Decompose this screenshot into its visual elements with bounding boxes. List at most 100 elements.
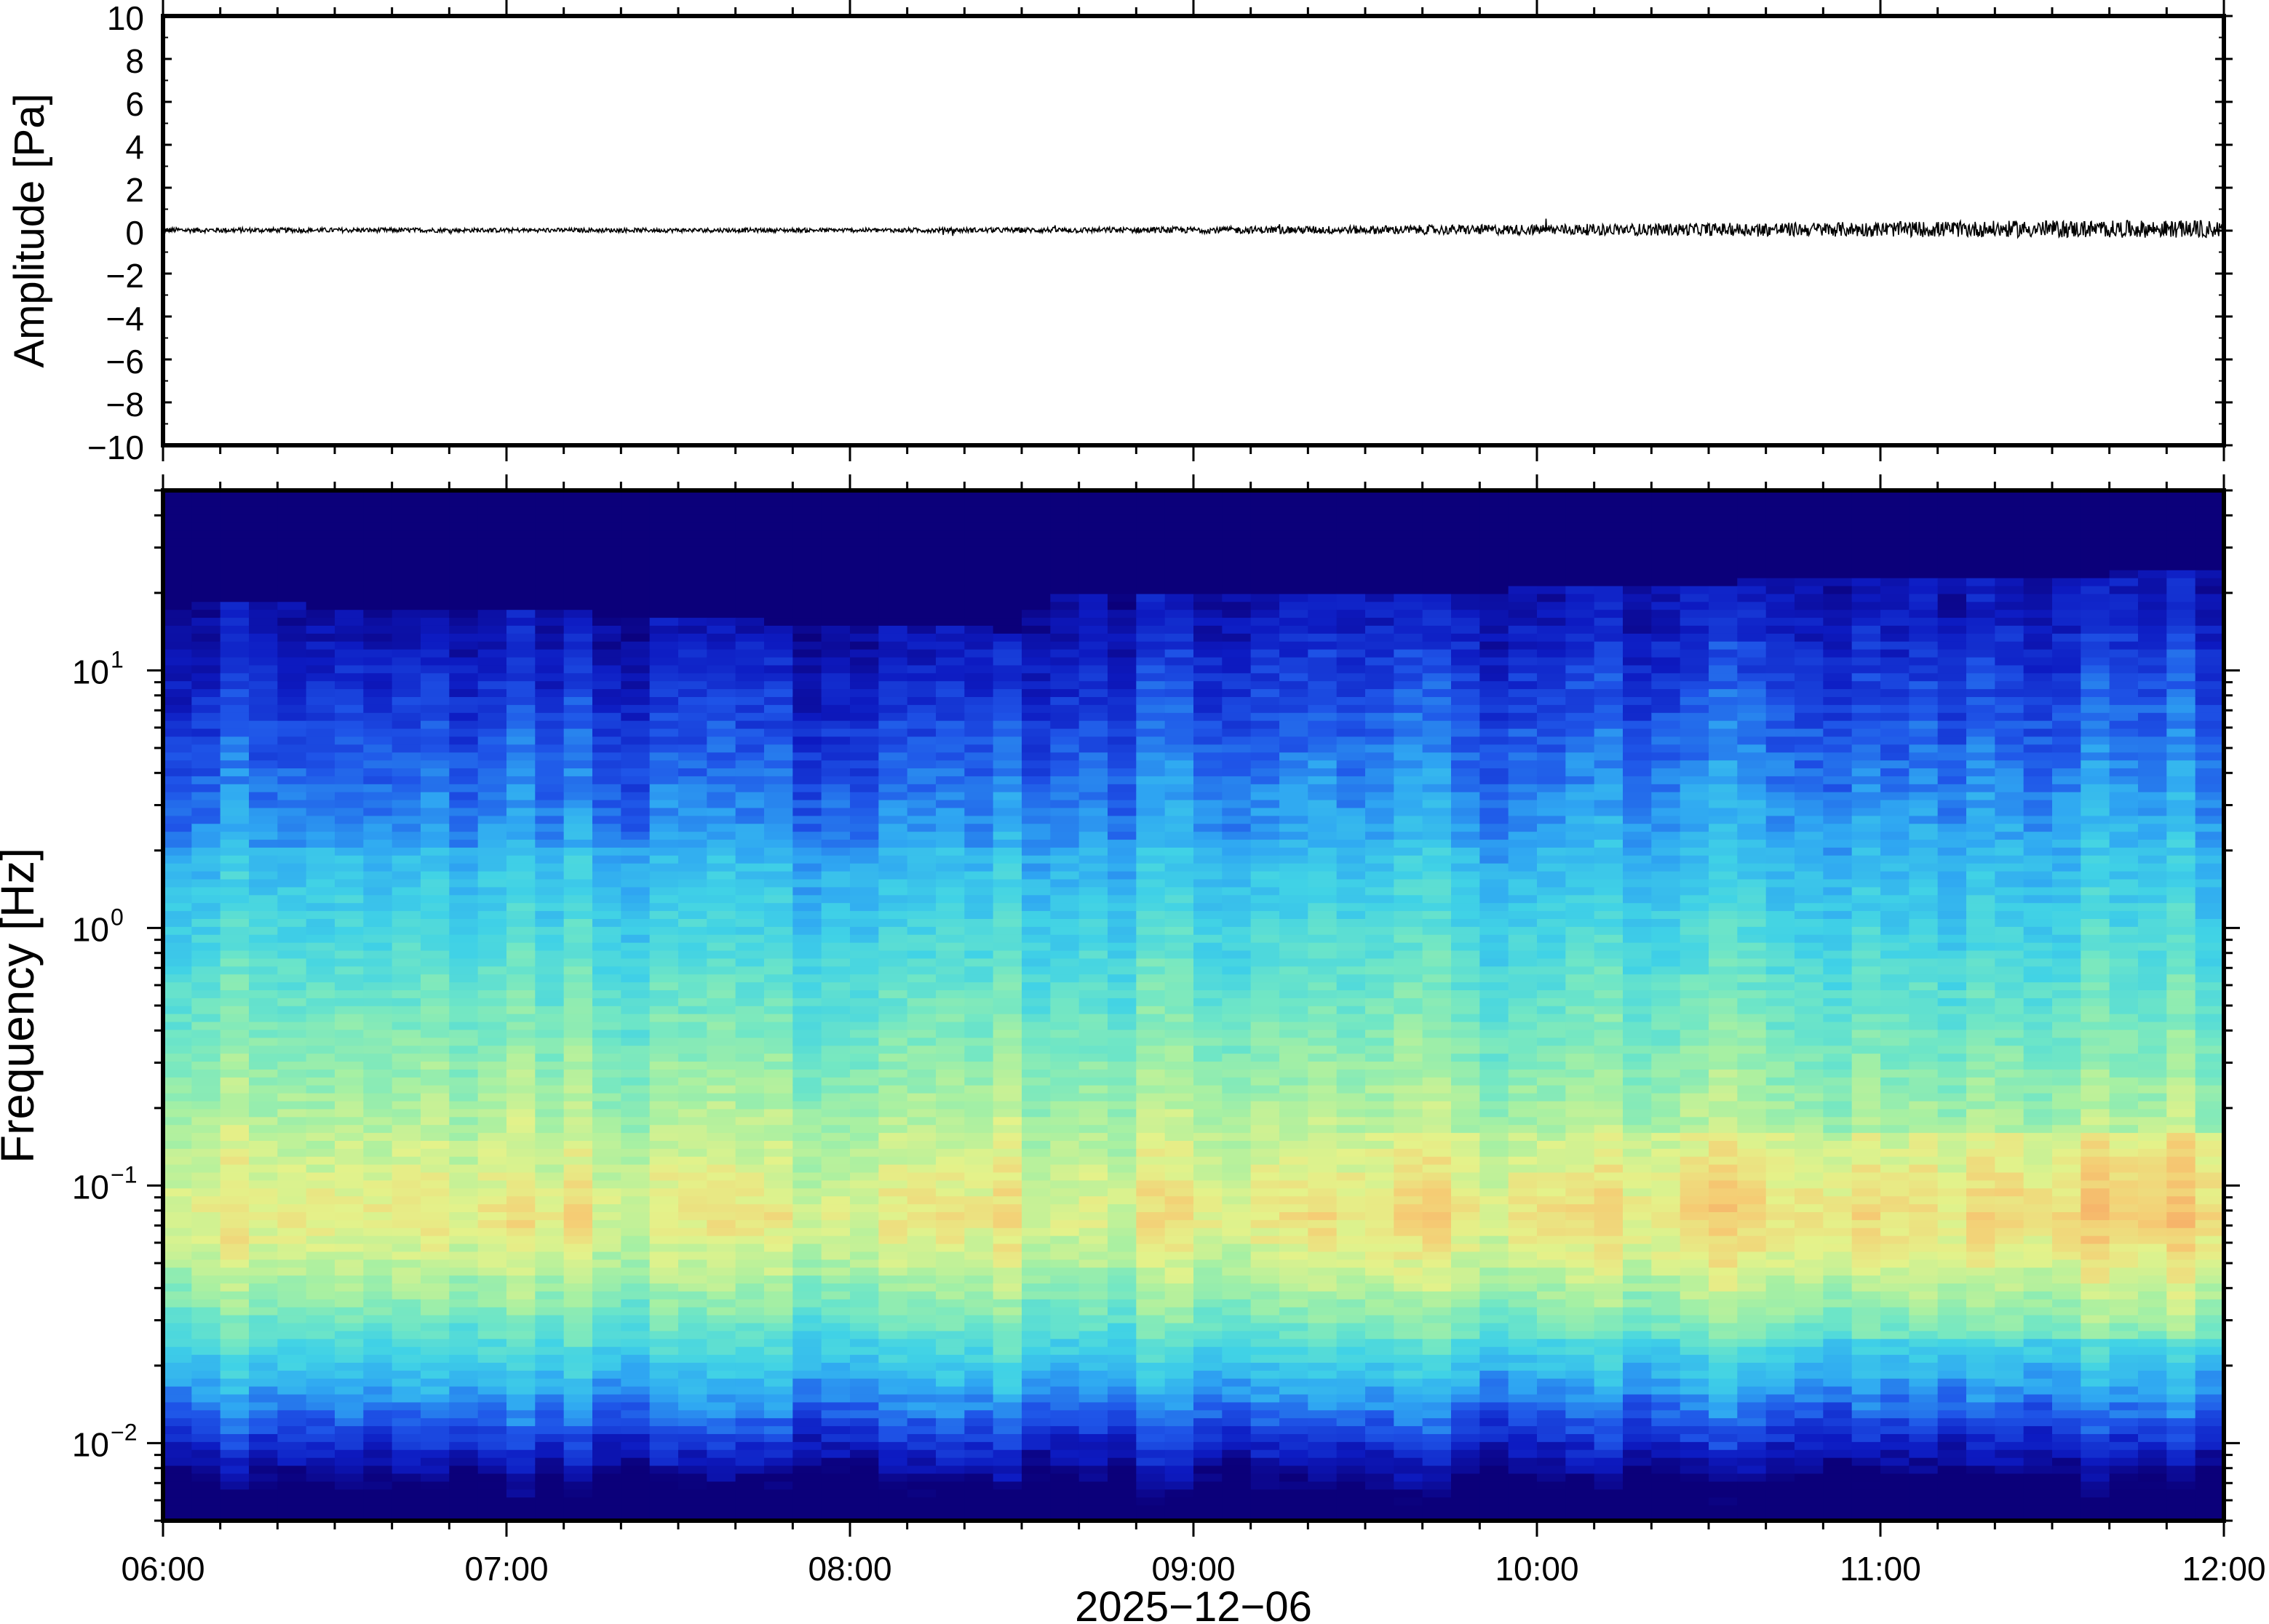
spectrogram-cell	[1022, 1211, 1052, 1220]
spectrogram-cell	[964, 617, 994, 626]
spectrogram-cell	[191, 1354, 221, 1363]
spectrogram-cell	[1078, 847, 1108, 856]
spectrogram-cell	[335, 799, 365, 808]
spectrogram-cell	[477, 1195, 507, 1205]
spectrogram-cell	[1078, 1385, 1108, 1395]
spectrogram-cell	[907, 625, 937, 634]
spectrogram-cell	[249, 1037, 279, 1046]
spectrogram-cell	[764, 1425, 794, 1434]
spectrogram-cell	[421, 918, 450, 927]
spectrogram-cell	[477, 1187, 507, 1197]
spectrogram-cell	[936, 768, 966, 776]
spectrogram-cell	[678, 712, 708, 721]
spectrogram-cell	[421, 538, 450, 547]
spectrogram-cell	[1022, 1346, 1052, 1356]
spectrogram-cell	[1022, 847, 1052, 856]
spectrogram-cell	[907, 1362, 937, 1371]
spectrogram-cell	[163, 1299, 193, 1307]
spectrogram-cell	[850, 1006, 880, 1014]
spectrogram-cell	[249, 1140, 279, 1149]
spectrogram-cell	[1108, 1171, 1137, 1181]
spectrogram-cell	[392, 1029, 421, 1038]
spectrogram-cell	[707, 966, 736, 975]
spectrogram-cell	[1108, 1449, 1137, 1458]
spectrogram-cell	[1078, 1195, 1108, 1205]
spectrogram-cell	[878, 562, 908, 570]
spectrogram-cell	[163, 823, 193, 832]
spectrogram-cell	[1050, 847, 1080, 856]
spectrogram-cell	[421, 855, 450, 864]
spectrogram-cell	[249, 744, 279, 753]
spectrogram-cell	[249, 1267, 279, 1276]
spectrogram-cell	[1136, 1259, 1166, 1268]
spectrogram-cell	[535, 760, 565, 769]
spectrogram-cell	[535, 1473, 565, 1482]
spectrogram-cell	[907, 831, 937, 840]
spectrogram-cell	[421, 720, 450, 729]
spectrogram-cell	[363, 601, 393, 610]
spectrogram-cell	[735, 1251, 765, 1260]
spectrogram-cell	[563, 1227, 593, 1236]
spectrogram-cell	[764, 1037, 794, 1046]
spectrogram-cell	[678, 522, 708, 531]
spectrogram-cell	[535, 1433, 565, 1442]
spectrogram-cell	[191, 617, 221, 626]
spectrogram-cell	[392, 1045, 421, 1054]
spectrogram-cell	[191, 1235, 221, 1244]
spectrogram-cell	[220, 1314, 250, 1324]
spectrogram-cell	[306, 982, 335, 991]
spectrogram-cell	[1108, 585, 1137, 594]
spectrogram-cell	[363, 1013, 393, 1022]
spectrogram-cell	[477, 990, 507, 998]
spectrogram-cell	[678, 562, 708, 570]
spectrogram-cell	[306, 1092, 335, 1102]
spectrogram-cell	[850, 1021, 880, 1030]
spectrogram-cell	[1136, 1393, 1166, 1403]
spectrogram-cell	[1050, 577, 1080, 586]
spectrogram-cell	[506, 1505, 536, 1513]
spectrogram-cell	[191, 728, 221, 737]
spectrogram-cell	[621, 1401, 651, 1411]
spectrogram-cell	[764, 712, 794, 721]
spectrogram-cell	[506, 1275, 536, 1284]
spectrogram-cell	[220, 1084, 250, 1094]
spectrogram-cell	[306, 1283, 335, 1291]
spectrogram-cell	[878, 1092, 908, 1102]
spectrogram-cell	[1193, 625, 1223, 634]
spectrogram-cell	[792, 704, 822, 713]
spectrogram-cell	[649, 815, 679, 824]
spectrogram-cell	[993, 633, 1022, 642]
spectrogram-cell	[764, 815, 794, 824]
spectrogram-cell	[964, 768, 994, 776]
spectrogram-cell	[363, 1108, 393, 1118]
spectrogram-cell	[477, 1259, 507, 1268]
spectrogram-cell	[907, 1299, 937, 1307]
spectrogram-cell	[707, 1267, 736, 1276]
spectrogram-cell	[421, 831, 450, 840]
spectrogram-cell	[936, 1211, 966, 1220]
spectrogram-cell	[964, 855, 994, 864]
spectrogram-cell	[936, 1195, 966, 1205]
spectrogram-cell	[249, 720, 279, 729]
spectrogram-cell	[363, 1330, 393, 1340]
spectrogram-cell	[1050, 1251, 1080, 1260]
spectrogram-cell	[535, 704, 565, 713]
spectrogram-cell	[506, 1148, 536, 1157]
spectrogram-cell	[936, 1505, 966, 1513]
spectrogram-cell	[1050, 1219, 1080, 1228]
spectrogram-cell	[335, 934, 365, 943]
spectrogram-cell	[964, 910, 994, 919]
spectrogram-cell	[907, 1108, 937, 1118]
spectrogram-cell	[220, 799, 250, 808]
spectrogram-cell	[907, 1513, 937, 1521]
spectrogram-cell	[592, 506, 622, 515]
spectrogram-cell	[163, 506, 193, 515]
spectrogram-cell	[1164, 807, 1194, 816]
spectrogram-cell	[249, 688, 279, 697]
spectrogram-cell	[1136, 1291, 1166, 1299]
spectrogram-cell	[707, 554, 736, 562]
spectrogram-cell	[1164, 855, 1194, 864]
spectrogram-cell	[191, 974, 221, 983]
spectrogram-cell	[1078, 791, 1108, 800]
spectrogram-cell	[163, 1179, 193, 1189]
